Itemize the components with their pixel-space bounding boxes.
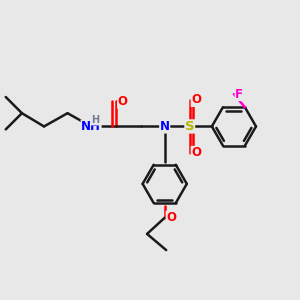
Text: N: N — [160, 120, 170, 133]
Text: H: H — [92, 115, 100, 125]
Text: F: F — [235, 88, 243, 100]
Text: NH: NH — [81, 120, 101, 133]
Text: O: O — [166, 211, 176, 224]
Text: O: O — [191, 146, 201, 159]
Text: O: O — [118, 95, 128, 108]
Text: O: O — [191, 93, 201, 106]
Text: S: S — [185, 120, 195, 133]
